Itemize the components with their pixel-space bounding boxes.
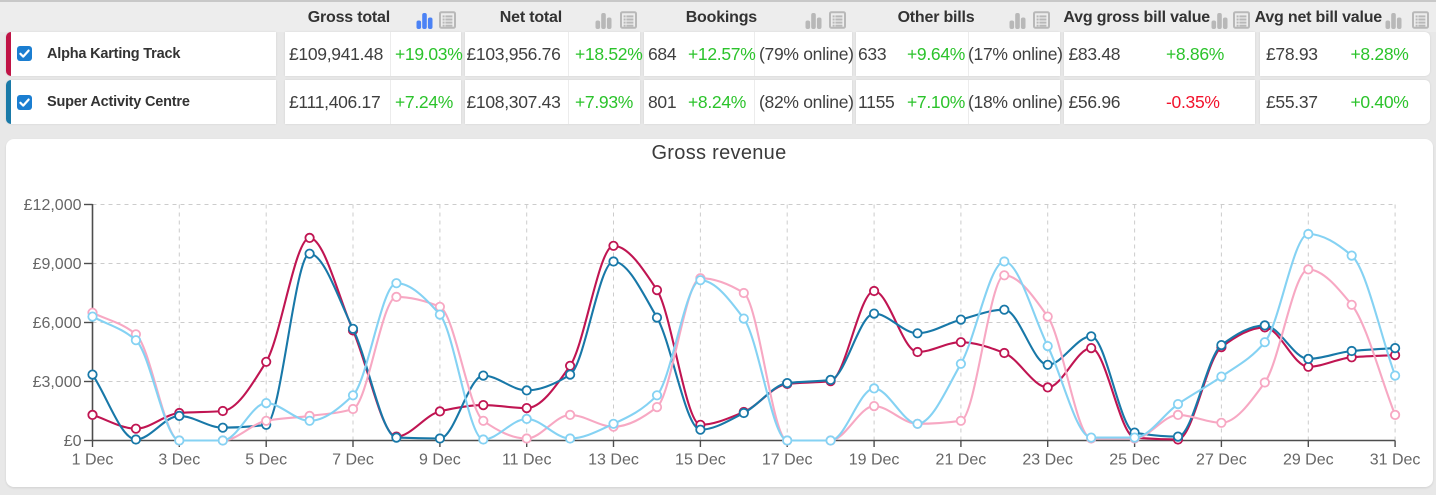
svg-text:£6,000: £6,000	[32, 315, 81, 332]
svg-text:25 Dec: 25 Dec	[1109, 452, 1160, 469]
svg-text:£9,000: £9,000	[32, 256, 81, 273]
svg-text:17 Dec: 17 Dec	[761, 452, 812, 469]
svg-text:31 Dec: 31 Dec	[1369, 452, 1420, 469]
svg-text:11 Dec: 11 Dec	[501, 452, 551, 469]
svg-text:5 Dec: 5 Dec	[245, 452, 287, 469]
svg-text:7 Dec: 7 Dec	[332, 452, 374, 469]
svg-text:£0: £0	[63, 433, 81, 450]
svg-text:21 Dec: 21 Dec	[935, 452, 986, 469]
svg-text:29 Dec: 29 Dec	[1282, 452, 1333, 469]
svg-text:1 Dec: 1 Dec	[71, 452, 113, 469]
svg-text:23 Dec: 23 Dec	[1022, 452, 1073, 469]
svg-text:13 Dec: 13 Dec	[588, 452, 639, 469]
svg-text:3 Dec: 3 Dec	[158, 452, 200, 469]
svg-text:19 Dec: 19 Dec	[848, 452, 899, 469]
svg-text:15 Dec: 15 Dec	[675, 452, 726, 469]
svg-text:£12,000: £12,000	[23, 197, 81, 214]
svg-text:27 Dec: 27 Dec	[1196, 452, 1247, 469]
svg-text:9 Dec: 9 Dec	[419, 452, 461, 469]
svg-text:£3,000: £3,000	[32, 374, 81, 391]
